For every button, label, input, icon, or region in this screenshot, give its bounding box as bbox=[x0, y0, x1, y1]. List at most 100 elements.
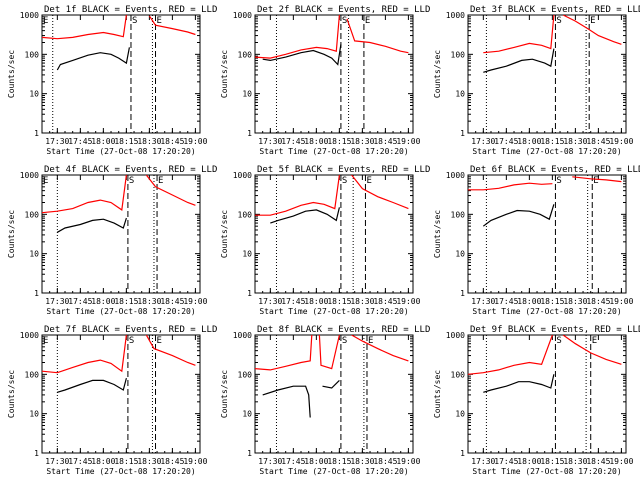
time-marker-label: E bbox=[592, 336, 597, 346]
time-marker-label: S bbox=[342, 16, 347, 26]
chart-panel-1: Det 1f BLACK = Events, RED = LLD 1 10 100 10… bbox=[7, 5, 217, 156]
chart-panel-9: Det 9f BLACK = Events, RED = LLD 1 10 100 10… bbox=[433, 325, 640, 476]
y-tick-label: 1 bbox=[460, 449, 465, 458]
time-marker-label: E bbox=[365, 16, 370, 26]
plot-frame bbox=[467, 174, 627, 294]
lld-series-line bbox=[351, 175, 409, 210]
events-series-line bbox=[270, 207, 340, 224]
y-tick-label: 1 bbox=[34, 129, 39, 138]
events-series-line bbox=[322, 379, 340, 389]
lld-series-line bbox=[42, 15, 127, 40]
y-axis-label: Counts/sec bbox=[433, 370, 442, 418]
time-marker-label: S bbox=[556, 336, 561, 346]
lld-series-line bbox=[562, 15, 622, 45]
lld-series-line bbox=[468, 335, 553, 375]
x-tick-label: 17:30 bbox=[45, 137, 69, 146]
lld-series-line bbox=[42, 335, 127, 374]
x-tick-label: 19:00 bbox=[396, 457, 420, 466]
y-tick-label: 10 bbox=[242, 410, 252, 419]
chart-panel-3: Det 3f BLACK = Events, RED = LLD 1 10 100 10… bbox=[433, 5, 640, 156]
x-axis-label: Start Time (27-Oct-08 17:20:20) bbox=[472, 467, 621, 476]
plot-frame bbox=[41, 174, 201, 294]
y-axis-label: Counts/sec bbox=[220, 370, 229, 418]
plot-frame bbox=[41, 14, 201, 134]
y-tick-label: 1000 bbox=[20, 331, 39, 340]
x-tick-label: 18:00 bbox=[304, 137, 328, 146]
time-marker-label: S bbox=[129, 176, 134, 186]
events-series-line bbox=[483, 374, 555, 393]
time-marker-label: E bbox=[368, 336, 373, 346]
chart-title: Det 5f BLACK = Events, RED = LLD bbox=[257, 165, 430, 175]
time-marker-label: E bbox=[43, 16, 48, 26]
y-tick-label: 1000 bbox=[20, 171, 39, 180]
x-tick-label: 18:00 bbox=[304, 297, 328, 306]
y-tick-label: 100 bbox=[451, 370, 466, 379]
y-tick-label: 100 bbox=[238, 210, 253, 219]
events-series-line bbox=[262, 44, 342, 66]
time-marker-label: E bbox=[590, 16, 595, 26]
y-tick-label: 1000 bbox=[446, 171, 465, 180]
y-tick-label: 1000 bbox=[233, 331, 252, 340]
lld-series-line bbox=[483, 15, 555, 54]
y-tick-label: 1000 bbox=[233, 11, 252, 20]
x-tick-label: 18:30 bbox=[350, 457, 374, 466]
events-series-line bbox=[262, 385, 311, 418]
plot-frame bbox=[41, 334, 201, 454]
y-tick-label: 10 bbox=[29, 90, 39, 99]
x-axis-label: Start Time (27-Oct-08 17:20:20) bbox=[259, 147, 408, 156]
lld-series-line bbox=[562, 335, 622, 365]
x-tick-label: 18:15 bbox=[327, 297, 351, 306]
x-tick-label: 17:30 bbox=[258, 457, 282, 466]
plot-frame bbox=[467, 14, 627, 134]
y-tick-label: 1 bbox=[34, 449, 39, 458]
time-marker-label: E bbox=[157, 16, 162, 26]
lld-series-line bbox=[351, 335, 409, 362]
x-tick-label: 18:30 bbox=[137, 297, 161, 306]
y-tick-label: 1000 bbox=[446, 331, 465, 340]
x-tick-label: 18:15 bbox=[540, 457, 564, 466]
x-tick-label: 19:00 bbox=[396, 137, 420, 146]
x-axis-label: Start Time (27-Oct-08 17:20:20) bbox=[46, 147, 195, 156]
y-axis-label: Counts/sec bbox=[433, 210, 442, 258]
x-axis-label: Start Time (27-Oct-08 17:20:20) bbox=[259, 307, 408, 316]
x-axis-label: Start Time (27-Oct-08 17:20:20) bbox=[259, 467, 408, 476]
plot-frame bbox=[254, 14, 414, 134]
x-tick-label: 19:00 bbox=[396, 297, 420, 306]
x-tick-label: 18:45 bbox=[160, 297, 184, 306]
y-tick-label: 1 bbox=[247, 129, 252, 138]
y-tick-label: 10 bbox=[242, 90, 252, 99]
x-axis-label: Start Time (27-Oct-08 17:20:20) bbox=[46, 307, 195, 316]
y-tick-label: 100 bbox=[451, 50, 466, 59]
x-tick-label: 18:30 bbox=[350, 137, 374, 146]
plot-frame bbox=[467, 334, 627, 454]
x-tick-label: 19:00 bbox=[609, 457, 633, 466]
chart-title: Det 3f BLACK = Events, RED = LLD bbox=[470, 5, 640, 15]
chart-panel-7: Det 7f BLACK = Events, RED = LLD 1 10 100 10… bbox=[7, 325, 217, 476]
x-tick-label: 18:00 bbox=[91, 457, 115, 466]
x-tick-label: 18:00 bbox=[91, 137, 115, 146]
x-tick-label: 18:15 bbox=[327, 457, 351, 466]
x-tick-label: 17:30 bbox=[45, 457, 69, 466]
x-tick-label: 18:00 bbox=[304, 457, 328, 466]
x-tick-label: 18:00 bbox=[517, 457, 541, 466]
chart-panel-4: Det 4f BLACK = Events, RED = LLD 1 10 100 10… bbox=[7, 165, 217, 316]
x-tick-label: 18:00 bbox=[91, 297, 115, 306]
plot-frame bbox=[254, 334, 414, 454]
time-marker-label: E bbox=[43, 176, 48, 186]
x-tick-label: 17:45 bbox=[494, 297, 518, 306]
x-axis-label: Start Time (27-Oct-08 17:20:20) bbox=[472, 307, 621, 316]
y-axis-label: Counts/sec bbox=[433, 50, 442, 98]
time-marker-label: S bbox=[342, 336, 347, 346]
y-tick-label: 100 bbox=[25, 210, 40, 219]
x-tick-label: 18:15 bbox=[540, 137, 564, 146]
y-axis-label: Counts/sec bbox=[7, 210, 16, 258]
time-marker-label: S bbox=[132, 16, 137, 26]
lld-series-line bbox=[145, 175, 196, 206]
y-tick-label: 100 bbox=[451, 210, 466, 219]
x-tick-label: 18:00 bbox=[517, 137, 541, 146]
x-tick-label: 18:45 bbox=[373, 137, 397, 146]
x-tick-label: 17:30 bbox=[471, 457, 495, 466]
y-tick-label: 100 bbox=[25, 370, 40, 379]
y-tick-label: 1000 bbox=[20, 11, 39, 20]
